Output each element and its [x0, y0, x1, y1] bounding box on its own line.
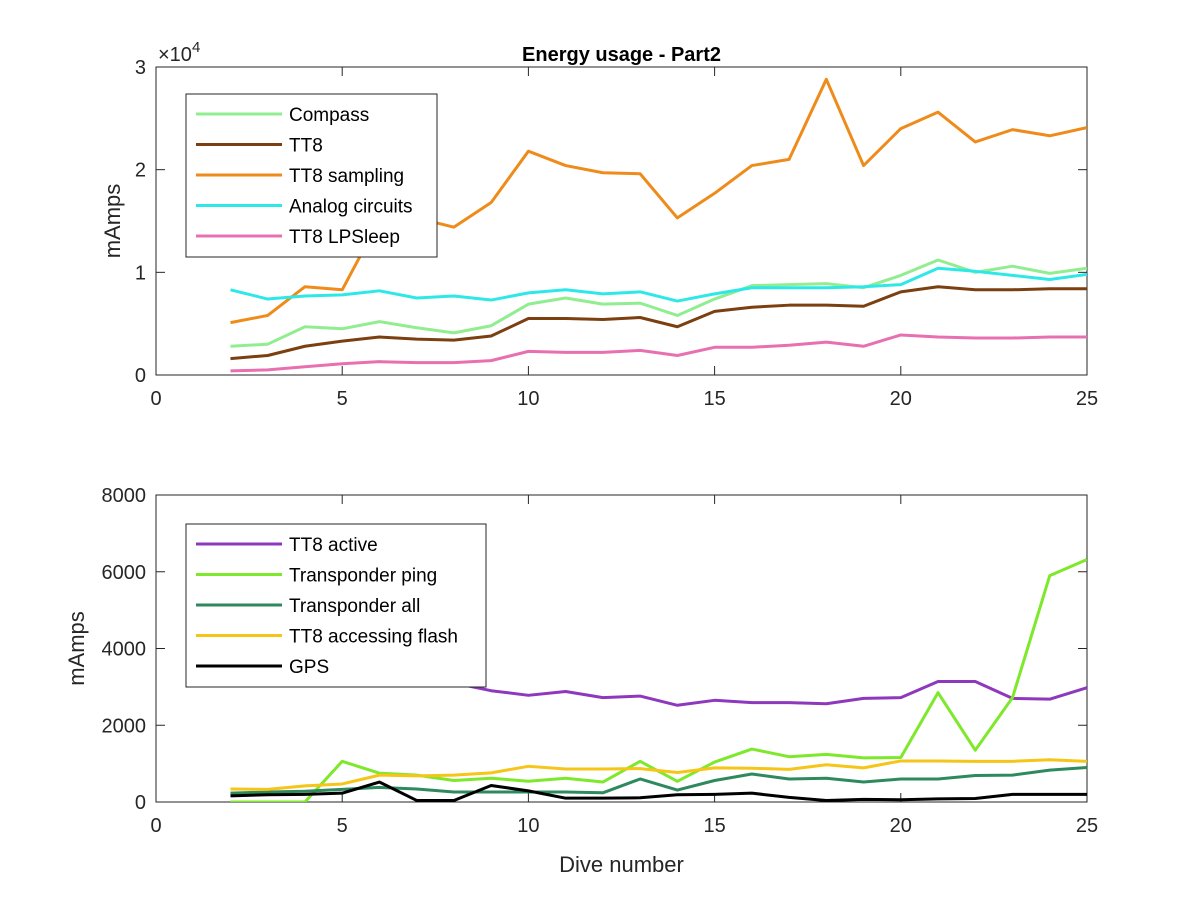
legend-entry: TT8 [289, 136, 323, 157]
legend-entry: Transponder all [289, 596, 420, 617]
y-tick-label: 2000 [102, 715, 147, 737]
legend-entry: TT8 sampling [289, 166, 404, 187]
series-line-gps [230, 780, 1087, 802]
x-tick-label: 20 [890, 815, 912, 837]
y-tick-label: 6000 [102, 562, 147, 584]
legend-entry: Compass [289, 105, 369, 126]
y-tick-label: 3 [135, 57, 146, 79]
x-axis-label: Dive number [559, 852, 684, 877]
legend-entry: GPS [289, 657, 329, 678]
series-line-tt8-accessing-flash [230, 758, 1087, 791]
legend: Compass TT8 TT8 sampling Analog circuits TT8… [185, 93, 438, 258]
series-line-tt8 [230, 285, 1087, 361]
y-tick-label: 1 [135, 262, 146, 284]
y-tick-label: 2 [135, 160, 146, 182]
y-tick-label: 8000 [102, 485, 147, 507]
series-line-analog-circuits [230, 266, 1087, 303]
x-tick-label: 10 [517, 815, 539, 837]
x-tick-label: 10 [517, 388, 539, 410]
chart-panel-2: 0 5 10 15 20 25 0 2000 4000 6000 8000 mAmps Dive num… [64, 485, 1098, 877]
y-axis-label: mAmps [100, 184, 125, 259]
y-tick-label: 4000 [102, 639, 147, 661]
legend-entry: Analog circuits [289, 197, 413, 218]
chart-title: Energy usage - Part2 [522, 44, 721, 66]
y-axis-label: mAmps [64, 611, 89, 686]
series-line-tt8-lpsleep [230, 333, 1087, 373]
x-tick-label: 25 [1076, 388, 1098, 410]
chart-panel-1: 0 5 10 15 20 25 0 1 2 3 ×104 Energy usage - Part2 mA… [100, 39, 1098, 410]
x-tick-label: 0 [150, 815, 161, 837]
x-tick-label: 5 [337, 388, 348, 410]
x-tick-label: 15 [703, 388, 725, 410]
y-tick-label: 0 [135, 365, 146, 387]
series-line-transponder-all [230, 765, 1087, 795]
y-exponent-power: 4 [192, 39, 200, 56]
y-exponent-label: ×104 [158, 39, 200, 66]
series-line-compass [230, 258, 1087, 348]
y-exponent-base: ×10 [158, 44, 192, 66]
x-tick-label: 15 [703, 815, 725, 837]
legend-entry: TT8 active [289, 535, 378, 556]
x-tick-label: 25 [1076, 815, 1098, 837]
y-tick-label: 0 [135, 792, 146, 814]
legend-entry: Transponder ping [289, 566, 437, 587]
legend-entry: TT8 accessing flash [289, 627, 458, 648]
x-tick-label: 0 [150, 388, 161, 410]
x-tick-label: 5 [337, 815, 348, 837]
x-tick-label: 20 [890, 388, 912, 410]
legend: TT8 active Transponder ping Transponder al… [185, 523, 487, 688]
legend-entry: TT8 LPSleep [289, 227, 400, 248]
